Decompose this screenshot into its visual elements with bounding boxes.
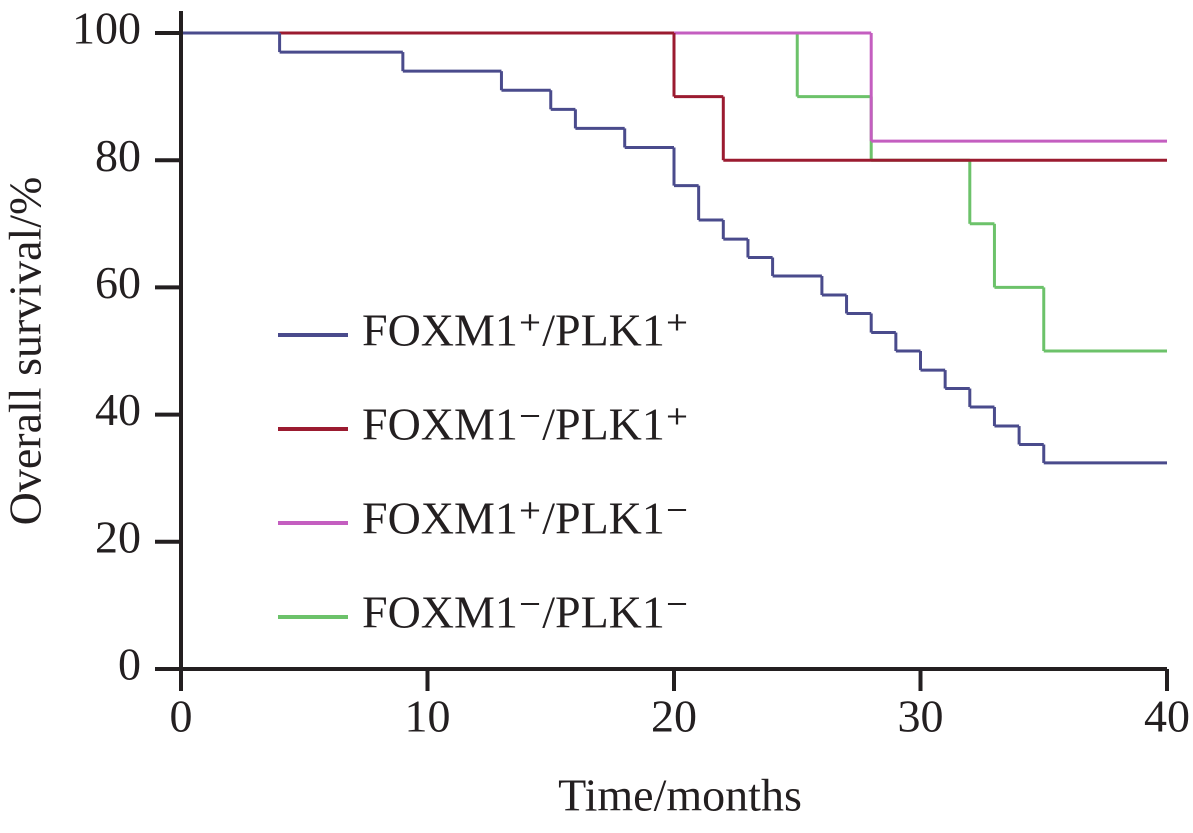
x-tick-label: 40 <box>1144 691 1190 742</box>
legend-label: FOXM1⁺/PLK1⁺ <box>362 305 689 356</box>
x-tick-label: 0 <box>170 691 193 742</box>
legend-label: FOXM1⁻/PLK1⁻ <box>362 587 689 638</box>
legend-label: FOXM1⁺/PLK1⁻ <box>362 493 689 544</box>
x-tick-label: 30 <box>898 691 944 742</box>
y-tick-label: 0 <box>118 639 141 690</box>
y-tick-label: 60 <box>95 257 141 308</box>
x-axis-label: Time/months <box>558 770 802 821</box>
legend-label: FOXM1⁻/PLK1⁺ <box>362 399 689 450</box>
y-axis-label: Overall survival/% <box>0 177 51 526</box>
y-tick-label: 100 <box>72 3 141 54</box>
y-tick-label: 20 <box>95 511 141 562</box>
y-tick-label: 40 <box>95 384 141 435</box>
y-tick-label: 80 <box>95 130 141 181</box>
x-tick-label: 10 <box>405 691 451 742</box>
x-tick-label: 20 <box>651 691 697 742</box>
